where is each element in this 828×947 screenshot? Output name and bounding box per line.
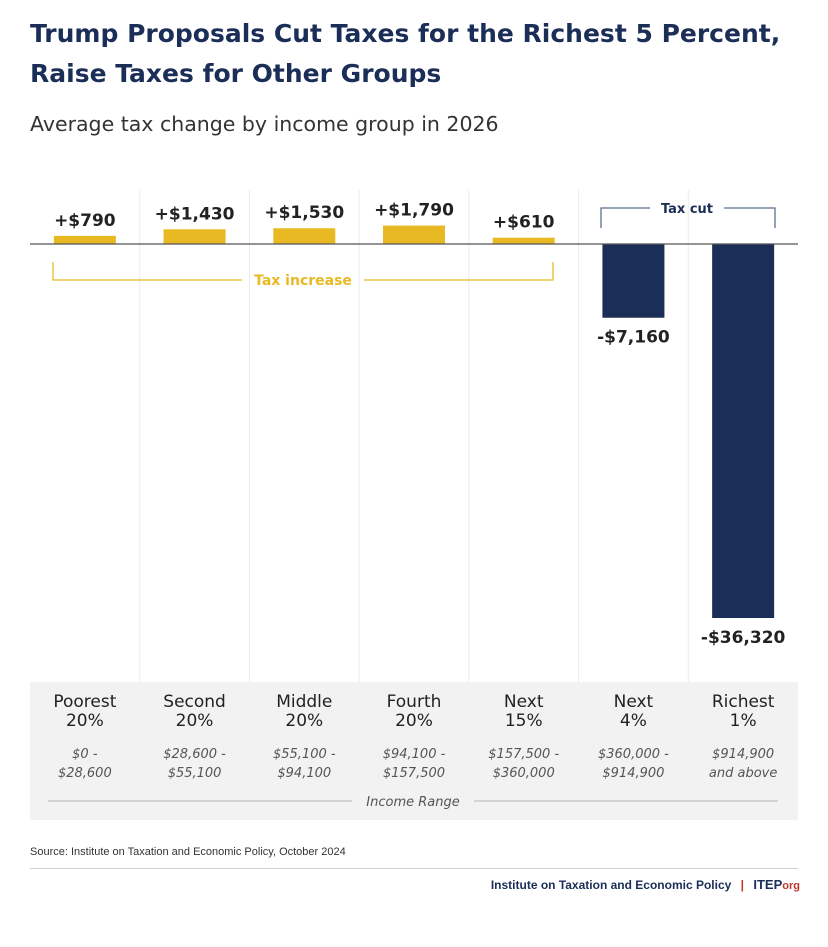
- chart-title: Trump Proposals Cut Taxes for the Riches…: [30, 19, 781, 88]
- income-range-high-5: $360,000: [493, 766, 555, 781]
- category-name-2: Second: [163, 692, 226, 712]
- value-label-6: -$7,160: [597, 328, 670, 348]
- source-note: Source: Institute on Taxation and Econom…: [30, 846, 346, 858]
- income-range-low-4: $94,100 -: [383, 747, 446, 762]
- bar-2: [163, 229, 226, 244]
- tax-increase-bracket-right: [364, 262, 554, 281]
- bar-1: [53, 235, 116, 244]
- value-label-3: +$1,530: [264, 203, 344, 223]
- category-name-3: Middle: [276, 692, 332, 712]
- income-range-low-3: $55,100 -: [273, 747, 336, 762]
- value-label-1: +$790: [54, 211, 116, 231]
- bar-5: [492, 237, 555, 244]
- income-range-low-6: $360,000 -: [598, 747, 669, 762]
- income-range-high-6: $914,900: [602, 766, 664, 781]
- category-share-7: 1%: [730, 711, 757, 731]
- value-label-7: -$36,320: [701, 628, 786, 648]
- category-share-4: 20%: [395, 711, 433, 731]
- category-share-6: 4%: [620, 711, 647, 731]
- tax-cut-bracket-left: [600, 207, 650, 228]
- chart-subtitle: Average tax change by income group in 20…: [30, 112, 499, 136]
- footer-separator: |: [740, 878, 745, 892]
- category-share-1: 20%: [66, 711, 104, 731]
- category-name-7: Richest: [712, 692, 775, 712]
- category-share-5: 15%: [505, 711, 543, 731]
- category-share-2: 20%: [176, 711, 214, 731]
- value-label-5: +$610: [493, 213, 555, 233]
- bar-3: [273, 228, 336, 244]
- income-range-high-3: $94,100: [277, 766, 331, 781]
- value-label-4: +$1,790: [374, 201, 454, 221]
- footer: Institute on Taxation and Economic Polic…: [491, 877, 800, 892]
- itep-logo-suffix: org: [782, 880, 800, 892]
- bar-6: [602, 244, 665, 318]
- footer-divider: [30, 868, 798, 869]
- income-range-low-5: $157,500 -: [488, 747, 559, 762]
- income-range-high-4: $157,500: [383, 766, 445, 781]
- bar-chart: +$790 +$1,430 +$1,530 +$1,790 +$610 -$7,160 -$…: [30, 190, 798, 820]
- value-label-2: +$1,430: [155, 204, 235, 224]
- x-axis-title: Income Range: [366, 795, 459, 810]
- bar-4: [383, 225, 445, 244]
- bar-7: [712, 244, 775, 618]
- category-panel: [30, 682, 798, 820]
- income-range-low-1: $0 -: [72, 747, 98, 762]
- itep-logo[interactable]: ITEPorg: [753, 877, 800, 892]
- tax-increase-bracket-left: [52, 262, 242, 281]
- category-name-1: Poorest: [53, 692, 116, 712]
- category-name-5: Next: [504, 692, 544, 712]
- income-range-low-7: $914,900: [712, 747, 774, 762]
- income-range-low-2: $28,600 -: [163, 747, 226, 762]
- tax-increase-annotation: Tax increase: [254, 273, 352, 289]
- income-range-high-2: $55,100: [168, 766, 222, 781]
- tax-cut-annotation: Tax cut: [661, 202, 713, 217]
- footer-org-name: Institute on Taxation and Economic Polic…: [490, 878, 732, 892]
- itep-logo-text: ITEP: [753, 877, 783, 892]
- category-name-4: Fourth: [387, 692, 442, 712]
- tax-cut-bracket-right: [724, 207, 776, 228]
- income-range-high-1: $28,600: [58, 766, 112, 781]
- category-share-3: 20%: [285, 711, 323, 731]
- income-range-high-7: and above: [709, 766, 777, 781]
- category-name-6: Next: [614, 692, 654, 712]
